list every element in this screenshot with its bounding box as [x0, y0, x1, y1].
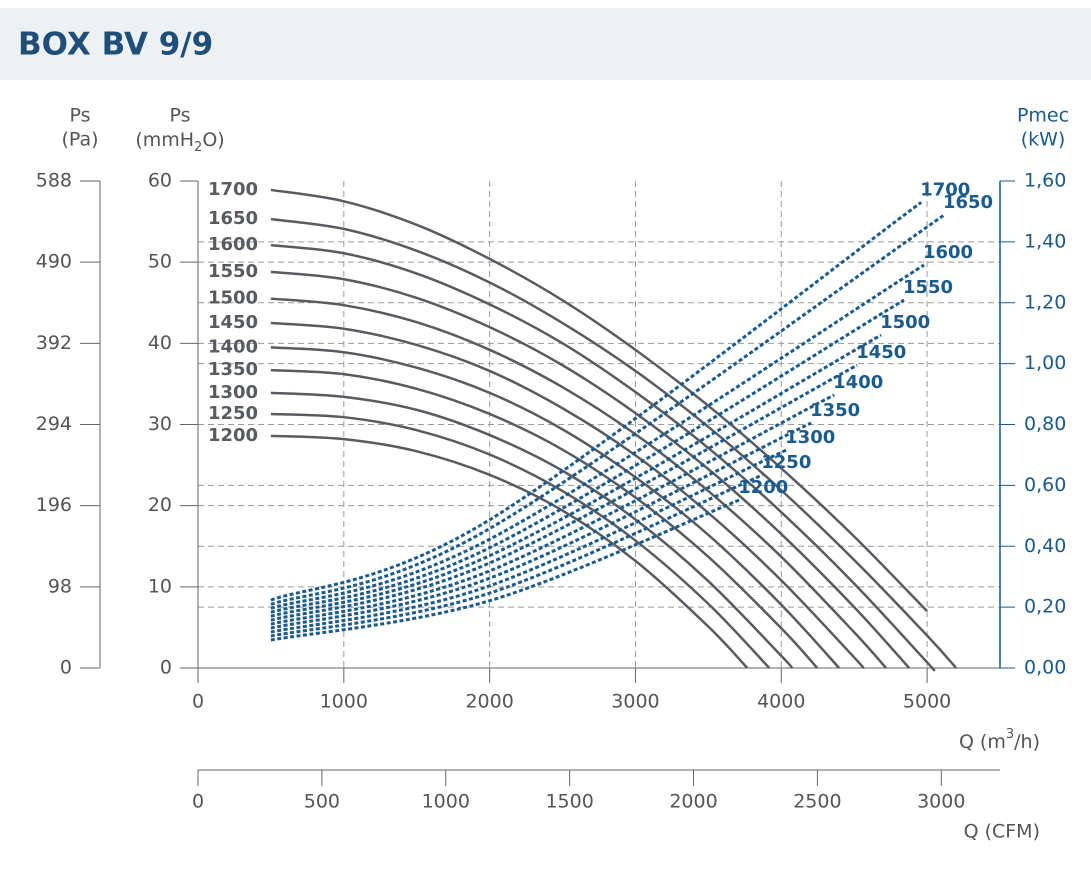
axis-label-part: /h): [1014, 731, 1040, 753]
x2-tick-label: 3000: [917, 791, 965, 813]
series-label: 1650: [208, 208, 258, 229]
series-label: 1400: [208, 336, 258, 357]
y2-tick-label: 0,40: [1024, 535, 1066, 557]
x2-tick-label: 0: [192, 791, 204, 813]
y-tick-label: 60: [148, 170, 172, 192]
series-line: [270, 393, 835, 626]
axis-label: Q (CFM): [964, 821, 1040, 843]
series-line: [270, 421, 812, 630]
series-label: 1500: [208, 288, 258, 309]
axis-label: (Pa): [61, 129, 98, 151]
series-label: 1250: [761, 452, 811, 473]
series-line: [270, 270, 911, 669]
series-label: 1700: [920, 179, 970, 200]
y-tick-label: 0: [160, 657, 172, 679]
series-label: 1400: [833, 372, 883, 393]
x2-tick-label: 2500: [793, 791, 841, 813]
y-tick-label: 98: [48, 575, 72, 597]
y-tick-label: 392: [36, 332, 72, 354]
axis-label-part: 2: [194, 140, 202, 155]
series-label: 1300: [208, 382, 258, 403]
y-tick-label: 196: [36, 494, 72, 516]
series-label: 1650: [943, 192, 993, 213]
x-tick-label: 1000: [320, 691, 368, 713]
chart-title: BOX BV 9/9: [18, 27, 213, 63]
series-label: 1550: [208, 261, 258, 282]
y-tick-label: 10: [148, 575, 172, 597]
series-label: 1450: [856, 342, 906, 363]
series-label: 1250: [208, 403, 258, 424]
series-line: [270, 412, 771, 669]
series-label: 1450: [208, 312, 258, 333]
y-tick-label: 0: [60, 657, 72, 679]
x-tick-label: 4000: [757, 691, 805, 713]
series-label: 1350: [810, 400, 860, 421]
y-tick-label: 294: [36, 413, 72, 435]
x-tick-label: 5000: [903, 691, 951, 713]
series-line: [270, 498, 740, 642]
series-label: 1200: [738, 477, 788, 498]
series-label: 1200: [208, 425, 258, 446]
series-line: [270, 346, 841, 669]
series-line: [270, 473, 763, 638]
y2-tick-label: 1,60: [1024, 170, 1066, 192]
axis-label-part: (mmH: [135, 129, 194, 151]
axis-label-part: 3: [1006, 727, 1014, 742]
axis-label-part: O): [202, 129, 224, 151]
y-tick-label: 490: [36, 251, 72, 273]
y2-tick-label: 1,40: [1024, 230, 1066, 252]
series-line: [270, 363, 858, 622]
axis-label: (kW): [1021, 129, 1066, 151]
axis-label: Q (m3/h): [959, 727, 1040, 753]
series-line: [270, 368, 819, 669]
y2-tick-label: 0,80: [1024, 413, 1066, 435]
series-line: [270, 213, 945, 606]
series-line: [270, 321, 865, 669]
y2-tick-label: 1,00: [1024, 352, 1066, 374]
x-tick-label: 0: [192, 691, 204, 713]
series-label: 1300: [785, 427, 835, 448]
axis-label: (mmH2O): [135, 129, 224, 155]
y2-tick-label: 1,20: [1024, 291, 1066, 313]
axis-label: Ps: [169, 105, 190, 127]
series-line: [270, 448, 787, 634]
series-line: [270, 297, 888, 669]
axis-label-part: Q (m: [959, 731, 1006, 753]
series-label: 1700: [208, 179, 258, 200]
y-tick-label: 588: [36, 170, 72, 192]
x-tick-label: 2000: [465, 691, 513, 713]
x2-tick-label: 500: [304, 791, 340, 813]
series-line: [270, 298, 905, 614]
y-tick-label: 40: [148, 332, 172, 354]
series-label: 1500: [880, 312, 930, 333]
series-line: [270, 243, 936, 672]
y2-tick-label: 0,00: [1024, 657, 1066, 679]
y-tick-label: 30: [148, 413, 172, 435]
series-line: [270, 333, 882, 618]
axis-label: Ps: [69, 105, 90, 127]
y-tick-label: 50: [148, 251, 172, 273]
series-line: [270, 188, 928, 613]
series-line: [270, 217, 958, 669]
axis-label: Pmec: [1017, 105, 1069, 127]
series-label: 1600: [208, 234, 258, 255]
series-line: [270, 201, 923, 602]
series-label: 1550: [903, 277, 953, 298]
y-tick-label: 20: [148, 494, 172, 516]
header-band: [0, 8, 1091, 80]
series-label: 1600: [923, 242, 973, 263]
series-label: 1350: [208, 359, 258, 380]
x-tick-label: 3000: [611, 691, 659, 713]
x2-tick-label: 1000: [422, 791, 470, 813]
y2-tick-label: 0,60: [1024, 474, 1066, 496]
x2-tick-label: 1500: [545, 791, 593, 813]
x2-tick-label: 2000: [669, 791, 717, 813]
series-line: [270, 263, 925, 610]
y2-tick-label: 0,20: [1024, 596, 1066, 618]
